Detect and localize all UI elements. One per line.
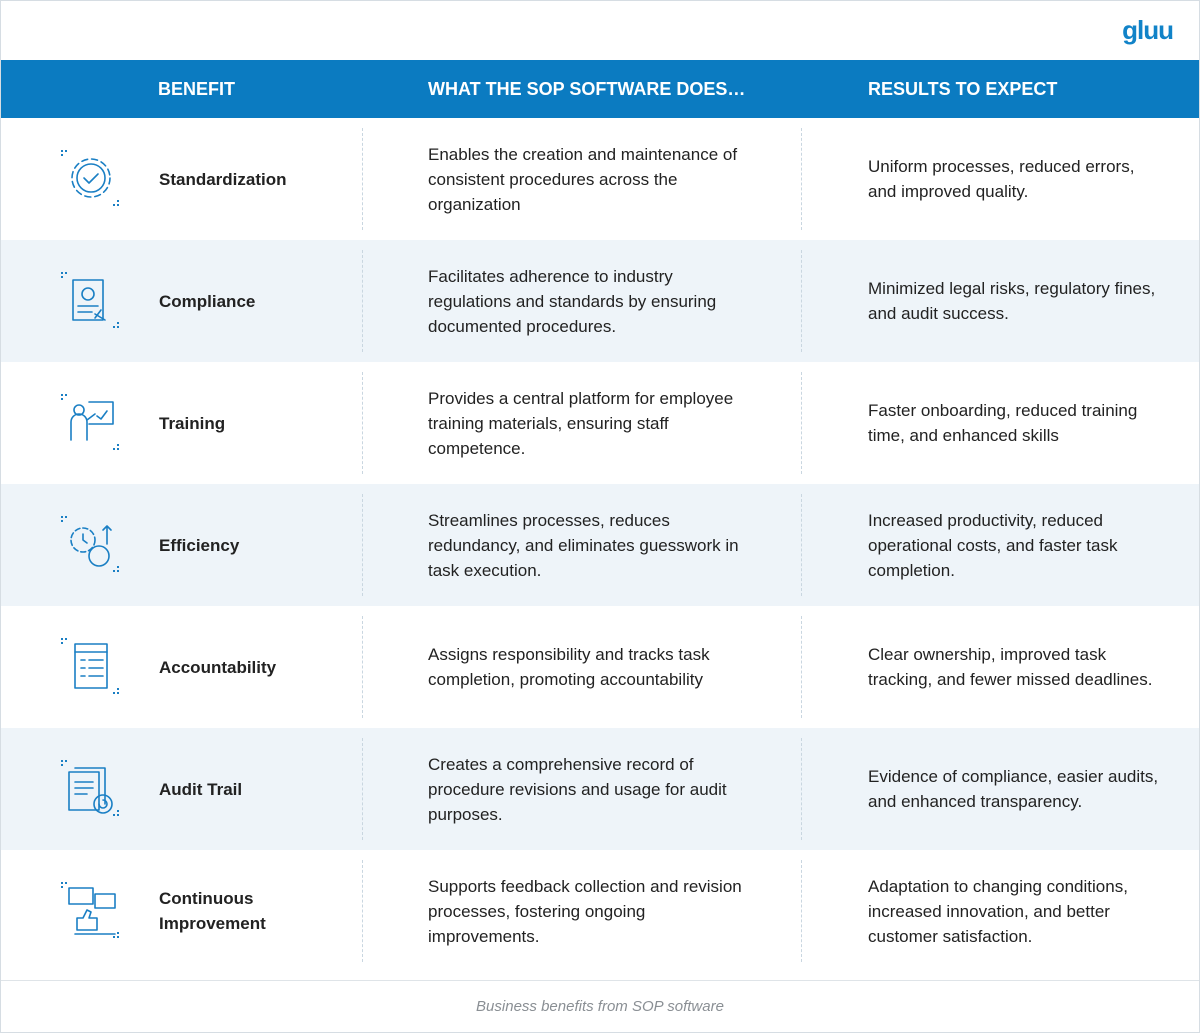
table-row: Standardization Enables the creation and … — [1, 118, 1199, 240]
row-icon — [61, 882, 119, 938]
divider — [1, 980, 1199, 981]
cell-text: Assigns responsibility and tracks task c… — [428, 645, 710, 689]
table-cell: Creates a comprehensive record of proced… — [428, 728, 753, 850]
table-cell: Standardization — [159, 118, 299, 240]
cell-text: Provides a central platform for employee… — [428, 388, 734, 458]
table-cell: Facilitates adherence to industry regula… — [428, 240, 753, 362]
cell-text: Evidence of compliance, easier audits, a… — [868, 767, 1159, 811]
table-cell: Efficiency — [159, 484, 299, 606]
column-separator — [362, 494, 363, 596]
column-separator — [362, 372, 363, 474]
caption: Business benefits from SOP software — [476, 998, 724, 1015]
column-separator — [801, 494, 802, 596]
row-icon — [61, 272, 119, 328]
column-separator — [801, 128, 802, 230]
column-separator — [362, 738, 363, 840]
table-cell: Training — [159, 362, 299, 484]
header-cell: WHAT THE SOP SOFTWARE DOES… — [428, 79, 746, 99]
cell-text: Enables the creation and maintenance of … — [428, 144, 738, 214]
column-separator — [362, 860, 363, 962]
table-cell: Assigns responsibility and tracks task c… — [428, 606, 753, 728]
cell-text: Compliance — [159, 291, 256, 311]
cell-text: Increased productivity, reduced operatio… — [868, 510, 1118, 580]
cell-text: Clear ownership, improved task tracking,… — [868, 645, 1153, 689]
logo: gluu — [1122, 15, 1174, 45]
row-icon — [61, 516, 119, 572]
row-icon — [61, 638, 119, 694]
table-row: Training Provides a central platform for … — [1, 362, 1199, 484]
table-cell: Supports feedback collection and revisio… — [428, 850, 753, 972]
cell-text: Training — [159, 413, 226, 433]
column-separator — [801, 250, 802, 352]
column-separator — [801, 738, 802, 840]
table-cell: Audit Trail — [159, 728, 299, 850]
column-separator — [362, 250, 363, 352]
cell-text: Streamlines processes, reduces redundanc… — [428, 510, 739, 580]
column-separator — [362, 128, 363, 230]
row-icon — [61, 760, 119, 816]
table-cell: Accountability — [159, 606, 299, 728]
table-cell: Faster onboarding, reduced training time… — [868, 362, 1163, 484]
cell-text: Faster onboarding, reduced training time… — [868, 401, 1138, 445]
cell-text: Minimized legal risks, regulatory fines,… — [868, 279, 1156, 323]
table-row: Compliance Facilitates adherence to indus… — [1, 240, 1199, 362]
cell-text: Continuous Improvement — [159, 889, 266, 933]
table-cell: Uniform processes, reduced errors, and i… — [868, 118, 1163, 240]
table-row: Efficiency Streamlines processes, reduces… — [1, 484, 1199, 606]
header-cell: BENEFIT — [158, 79, 236, 99]
cell-text: Efficiency — [159, 535, 240, 555]
cell-text: Audit Trail — [159, 779, 243, 799]
table-cell: Continuous Improvement — [159, 850, 299, 972]
table-row: Accountability Assigns responsibility and… — [1, 606, 1199, 728]
column-separator — [362, 616, 363, 718]
table-cell: Provides a central platform for employee… — [428, 362, 753, 484]
column-separator — [801, 616, 802, 718]
table-cell: Increased productivity, reduced operatio… — [868, 484, 1163, 606]
table-cell: Adaptation to changing conditions, incre… — [868, 850, 1163, 972]
column-separator — [801, 372, 802, 474]
cell-text: Uniform processes, reduced errors, and i… — [868, 157, 1135, 201]
cell-text: Facilitates adherence to industry regula… — [428, 266, 717, 336]
header-cell: RESULTS TO EXPECT — [868, 79, 1058, 99]
table-cell: Clear ownership, improved task tracking,… — [868, 606, 1163, 728]
table-row: Audit Trail Creates a comprehensive recor… — [1, 728, 1199, 850]
row-icon — [61, 394, 119, 450]
column-separator — [801, 860, 802, 962]
cell-text: Adaptation to changing conditions, incre… — [868, 876, 1128, 946]
cell-text: Creates a comprehensive record of proced… — [428, 754, 727, 824]
table-cell: Compliance — [159, 240, 299, 362]
row-icon — [61, 150, 119, 206]
cell-text: Accountability — [159, 657, 277, 677]
cell-text: Supports feedback collection and revisio… — [428, 876, 742, 946]
table-cell: Enables the creation and maintenance of … — [428, 118, 753, 240]
table-cell: Streamlines processes, reduces redundanc… — [428, 484, 753, 606]
table-cell: Evidence of compliance, easier audits, a… — [868, 728, 1163, 850]
table-header: BENEFIT WHAT THE SOP SOFTWARE DOES… RESU… — [1, 60, 1199, 118]
cell-text: Standardization — [159, 169, 287, 189]
table-cell: Minimized legal risks, regulatory fines,… — [868, 240, 1163, 362]
table-row: Continuous Improvement Supports feedback … — [1, 850, 1199, 972]
